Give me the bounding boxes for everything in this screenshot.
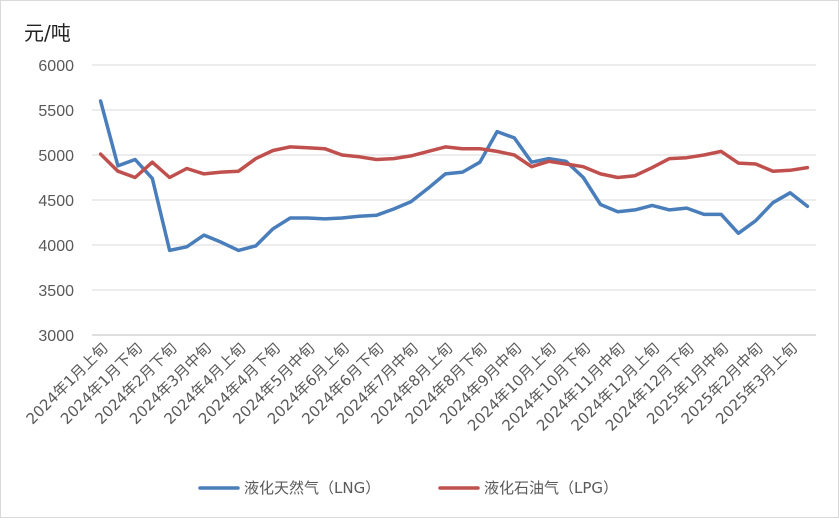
legend-label: 液化天然气（LNG）	[244, 479, 380, 497]
y-tick-label: 5000	[38, 148, 74, 165]
y-tick-label: 5500	[38, 103, 74, 120]
y-axis-ticks: 3000 3500 4000 4500 5000 5500 6000	[38, 58, 74, 345]
series-line-lpg	[98, 145, 810, 180]
y-tick-label: 4000	[38, 238, 74, 255]
y-tick-label: 3500	[38, 283, 74, 300]
y-tick-label: 6000	[38, 58, 74, 75]
legend: 液化天然气（LNG） 液化石油气（LPG）	[198, 479, 618, 497]
gridlines	[92, 64, 816, 291]
series-lines	[98, 99, 810, 253]
y-axis-unit-label: 元/吨	[24, 21, 71, 45]
y-tick-label: 4500	[38, 193, 74, 210]
legend-label: 液化石油气（LPG）	[484, 479, 618, 497]
series-line-lng	[98, 99, 810, 253]
y-tick-label: 3000	[38, 328, 74, 345]
x-axis-labels: 2024年1月上旬2024年1月下旬2024年2月下旬2024年3月中旬2024…	[23, 339, 801, 435]
